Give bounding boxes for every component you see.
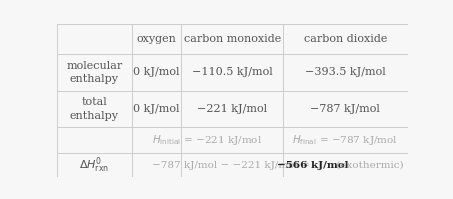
- Text: −221 kJ/mol: −221 kJ/mol: [197, 104, 267, 114]
- Text: −566 kJ/mol: −566 kJ/mol: [277, 161, 349, 170]
- Text: carbon monoxide: carbon monoxide: [183, 34, 281, 44]
- Text: $H_\mathrm{initial}$ = −221 kJ/mol: $H_\mathrm{initial}$ = −221 kJ/mol: [153, 133, 263, 147]
- Text: molecular
enthalpy: molecular enthalpy: [66, 60, 122, 84]
- Text: carbon dioxide: carbon dioxide: [304, 34, 387, 44]
- Text: total
enthalpy: total enthalpy: [70, 97, 119, 121]
- Text: $H_\mathrm{final}$ = −787 kJ/mol: $H_\mathrm{final}$ = −787 kJ/mol: [293, 133, 398, 147]
- Text: −787 kJ/mol − −221 kJ/mol =: −787 kJ/mol − −221 kJ/mol =: [153, 161, 313, 170]
- Text: oxygen: oxygen: [137, 34, 177, 44]
- Text: (exothermic): (exothermic): [333, 161, 403, 170]
- Text: 0 kJ/mol: 0 kJ/mol: [134, 104, 180, 114]
- Text: 0 kJ/mol: 0 kJ/mol: [134, 67, 180, 77]
- Text: −393.5 kJ/mol: −393.5 kJ/mol: [305, 67, 386, 77]
- Text: −787 kJ/mol: −787 kJ/mol: [310, 104, 381, 114]
- Text: $\Delta H^0_\mathrm{rxn}$: $\Delta H^0_\mathrm{rxn}$: [79, 155, 110, 175]
- Text: −110.5 kJ/mol: −110.5 kJ/mol: [192, 67, 273, 77]
